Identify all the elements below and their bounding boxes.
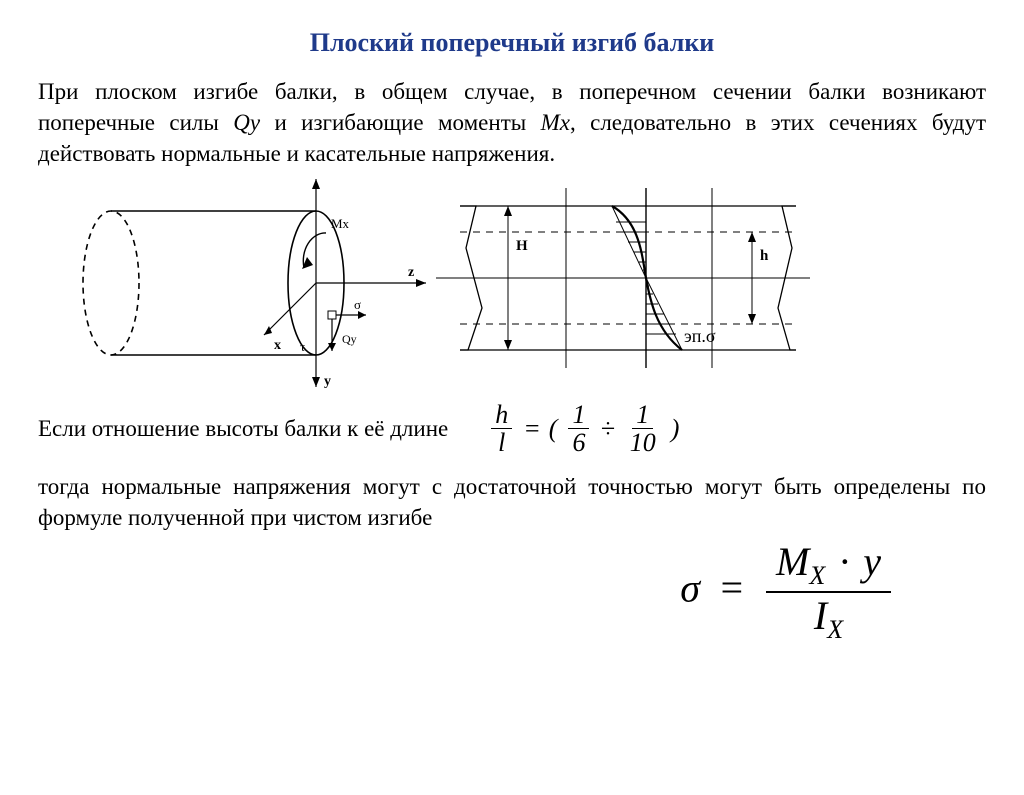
ratio-lhs-den: l — [494, 429, 509, 456]
intro-paragraph: При плоском изгибе балки, в общем случае… — [38, 76, 986, 169]
ratio-a-den: 6 — [568, 429, 589, 456]
cylinder-diagram: Mx z x y σ τ Qy — [56, 173, 436, 393]
label-z: z — [408, 265, 414, 280]
sigma-den-sub: X — [827, 615, 843, 644]
sigma-eq: = — [718, 565, 745, 610]
diagram-row: Mx z x y σ τ Qy H h — [56, 173, 996, 393]
sigma-den-I: I — [814, 593, 827, 638]
sigma-num-y: y — [863, 539, 881, 584]
p1-qy: Qy — [233, 110, 260, 135]
ratio-row: Если отношение высоты балки к её длине h… — [38, 401, 986, 457]
ratio-eq: = — [523, 414, 541, 444]
p1-b: и изгибающие моменты — [260, 110, 541, 135]
epura-caption: эп.σ — [684, 326, 716, 346]
sigma-formula: σ = MX · y IX — [0, 541, 894, 644]
label-qy: Qy — [342, 332, 357, 346]
label-y: y — [324, 374, 331, 389]
sigma-dot: · — [839, 539, 849, 584]
conclusion-paragraph: тогда нормальные напряжения могут с дост… — [38, 471, 986, 533]
ratio-b-den: 10 — [626, 429, 660, 456]
label-sigma-small: σ — [354, 297, 361, 312]
ratio-div: ÷ — [600, 414, 614, 444]
label-x: x — [274, 338, 281, 353]
label-tau: τ — [300, 339, 305, 354]
ratio-close: ) — [671, 414, 680, 444]
page-title: Плоский поперечный изгиб балки — [0, 28, 1024, 58]
ratio-open: ( — [549, 414, 558, 444]
ratio-formula: h l = ( 1 6 ÷ 1 10 ) — [488, 401, 679, 457]
ratio-text: Если отношение высоты балки к её длине — [38, 416, 448, 442]
label-mx: Mx — [331, 216, 350, 231]
sigma-num-M: M — [776, 539, 809, 584]
sigma-symbol: σ — [680, 565, 700, 610]
ratio-a-num: 1 — [568, 401, 589, 429]
epura-diagram: H h эп.σ — [436, 173, 816, 383]
label-h: h — [760, 248, 769, 264]
ratio-b-num: 1 — [632, 401, 653, 429]
label-H: H — [516, 238, 528, 254]
sigma-num-sub: X — [809, 561, 825, 590]
ratio-lhs-num: h — [491, 401, 512, 429]
p1-mx: Mx — [541, 110, 570, 135]
